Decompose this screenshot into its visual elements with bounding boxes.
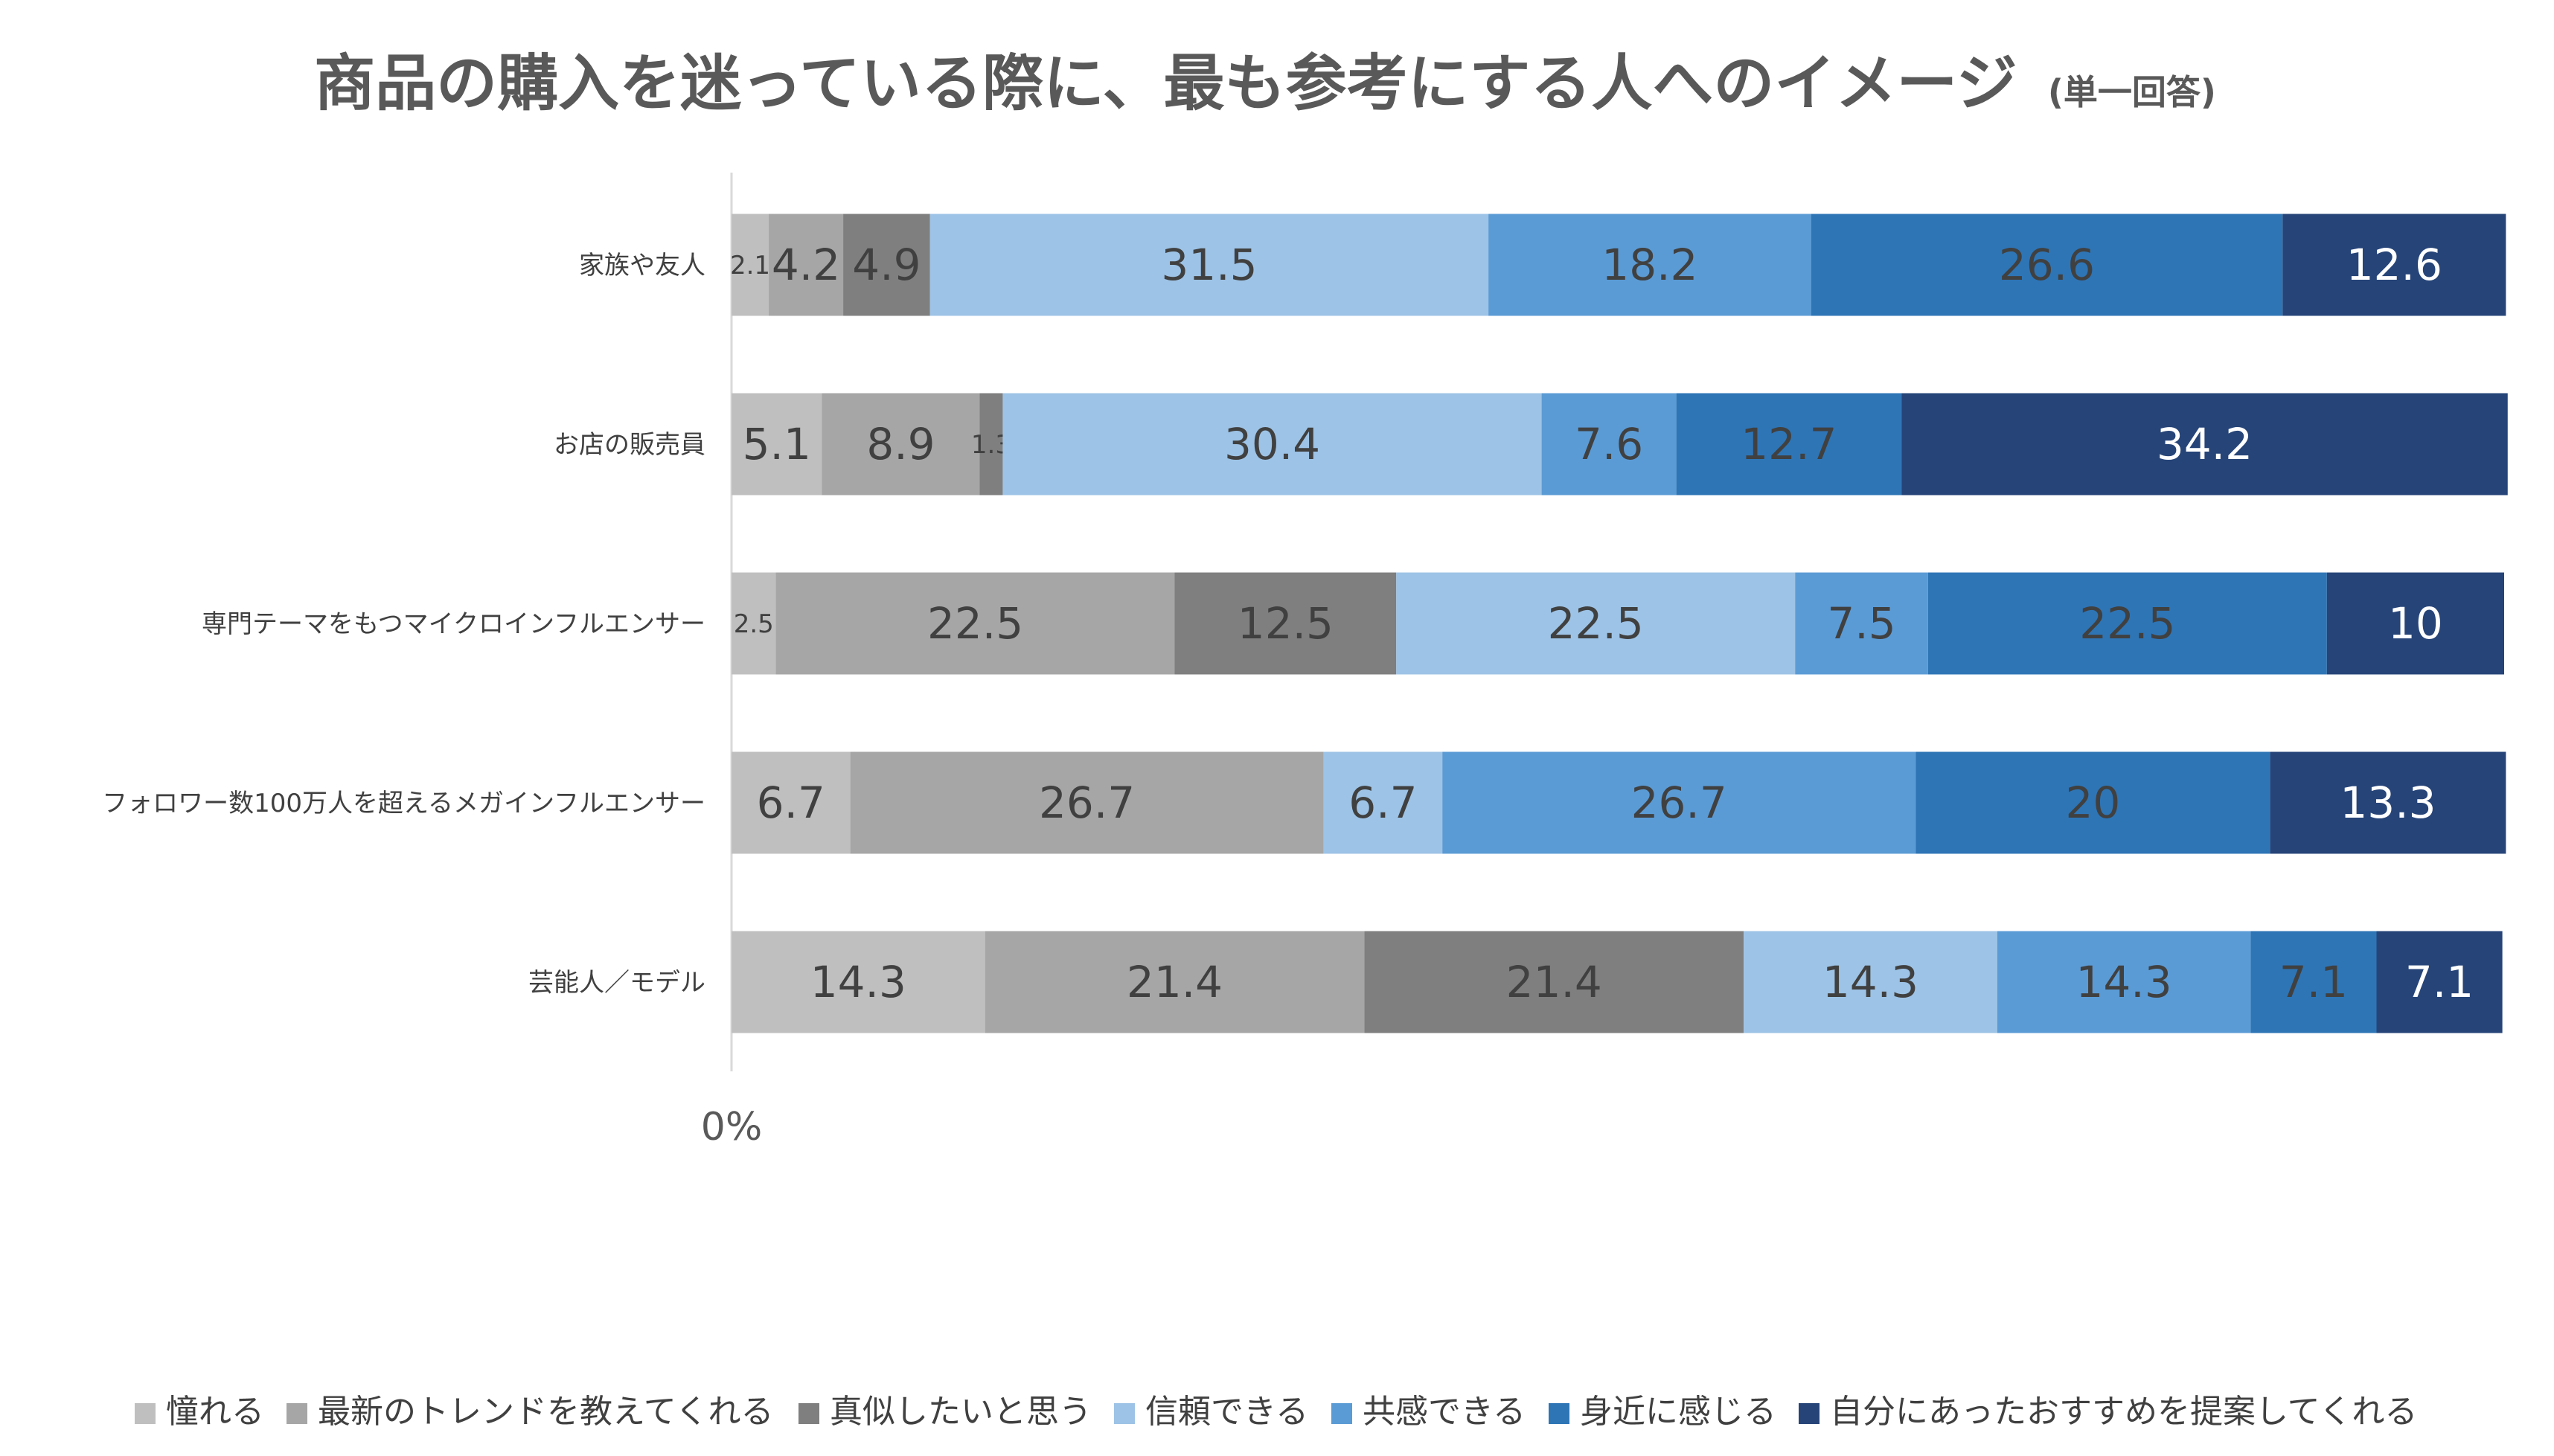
bar-segment (1174, 572, 1397, 675)
plot-area: 家族や友人お店の販売員専門テーマをもつマイクロインフルエンサーフォロワー数100… (102, 173, 2508, 1149)
data-label: 4.2 (772, 240, 840, 290)
data-label: 5.1 (743, 419, 811, 469)
bar-segment (1927, 572, 2327, 675)
bar-segment (1323, 751, 1443, 854)
bar-segment (1396, 572, 1796, 675)
legend-swatch (1549, 1403, 1569, 1424)
chart-title: 商品の購入を迷っている際に、最も参考にする人へのイメージ (単一回答) (314, 48, 2216, 119)
data-label: 22.5 (1548, 598, 1644, 649)
bar-segment (2282, 214, 2506, 316)
data-label: 4.9 (852, 240, 921, 290)
legend-label: 信頼できる (1145, 1393, 1308, 1431)
data-label: 14.3 (1822, 957, 1918, 1007)
bar-segment (1795, 572, 1928, 675)
data-label: 34.2 (2157, 419, 2253, 469)
legend-swatch (798, 1403, 819, 1424)
data-label: 6.7 (757, 777, 825, 828)
data-label: 12.6 (2346, 240, 2442, 290)
legend: 憧れる 最新のトレンドを教えてくれる 真似したいと思う 信頼できる 共感できる 身近に感じ… (135, 1393, 2417, 1431)
chart-title-main: 商品の購入を迷っている際に、最も参考にする人へのイメージ (314, 48, 2017, 119)
data-label: 7.1 (2405, 957, 2474, 1007)
legend-swatch (1799, 1403, 1820, 1424)
data-label: 26.6 (1999, 240, 2095, 290)
data-label: 20 (2065, 777, 2120, 828)
bar-segment (1676, 393, 1902, 496)
data-label: 10 (2388, 598, 2443, 649)
data-label: 31.5 (1161, 240, 1257, 290)
legend-label: 共感できる (1363, 1393, 1526, 1431)
bar-segment (1811, 214, 2283, 316)
bar-segment (1916, 751, 2270, 854)
legend-swatch (1114, 1403, 1135, 1424)
bar-segment (822, 393, 980, 496)
bar-segment (732, 751, 851, 854)
legend-swatch (1331, 1403, 1352, 1424)
bar-segment (850, 751, 1324, 854)
category-label: 専門テーマをもつマイクロインフルエンサー (202, 609, 705, 639)
data-label: 21.4 (1506, 957, 1602, 1007)
bar-segment (775, 572, 1175, 675)
legend-label: 身近に感じる (1580, 1393, 1776, 1431)
bar-segment (979, 393, 1003, 496)
data-label: 14.3 (2075, 957, 2171, 1007)
data-label: 2.1 (730, 251, 770, 280)
data-label: 8.9 (866, 419, 935, 469)
legend-label: 最新のトレンドを教えてくれる (318, 1393, 773, 1431)
bar-segment (732, 572, 776, 675)
legend-swatch (135, 1403, 156, 1424)
legend-label: 憧れる (166, 1393, 264, 1431)
bar-segment (985, 931, 1365, 1033)
bar-segment (1744, 931, 1997, 1033)
bar-segment (2376, 931, 2503, 1033)
data-label: 12.7 (1741, 419, 1837, 469)
bar-segment (1901, 393, 2508, 496)
bar-segment (1364, 931, 1744, 1033)
bar-segment (769, 214, 844, 316)
bar-segment (732, 931, 985, 1033)
category-label: フォロワー数100万人を超えるメガインフルエンサー (102, 789, 705, 818)
data-label: 7.5 (1827, 598, 1895, 649)
data-label: 13.3 (2340, 777, 2436, 828)
data-label: 18.2 (1601, 240, 1697, 290)
legend-label: 真似したいと思う (830, 1393, 1092, 1431)
legend-label: 自分にあったおすすめを提案してくれる (1830, 1393, 2417, 1431)
data-label: 26.7 (1631, 777, 1727, 828)
bar-segment (1442, 751, 1916, 854)
data-label: 22.5 (2079, 598, 2175, 649)
legend-swatch (287, 1403, 307, 1424)
category-label: 家族や友人 (579, 251, 705, 280)
bar-segment (2250, 931, 2377, 1033)
data-label: 7.6 (1575, 419, 1643, 469)
data-label: 21.4 (1127, 957, 1223, 1007)
x-tick-label: 0% (701, 1105, 763, 1149)
data-label: 14.3 (810, 957, 906, 1007)
bar-segment (1997, 931, 2251, 1033)
bar-segment (732, 214, 769, 316)
bar-segment (1002, 393, 1542, 496)
bar-segment (843, 214, 930, 316)
category-label: お店の販売員 (554, 430, 705, 460)
bar-segment (2270, 751, 2506, 854)
data-label: 22.5 (927, 598, 1023, 649)
chart-subtitle: (単一回答) (2048, 72, 2216, 112)
data-label: 30.4 (1224, 419, 1320, 469)
data-label: 12.5 (1238, 598, 1334, 649)
data-label: 7.1 (2279, 957, 2348, 1007)
data-label: 6.7 (1348, 777, 1417, 828)
bar-segment (2326, 572, 2504, 675)
category-label: 芸能人／モデル (528, 968, 705, 998)
bar-segment (732, 393, 822, 496)
data-label: 2.5 (734, 609, 774, 639)
data-label: 26.7 (1039, 777, 1135, 828)
bar-segment (1541, 393, 1677, 496)
bar-segment (929, 214, 1489, 316)
bar-segment (1488, 214, 1811, 316)
